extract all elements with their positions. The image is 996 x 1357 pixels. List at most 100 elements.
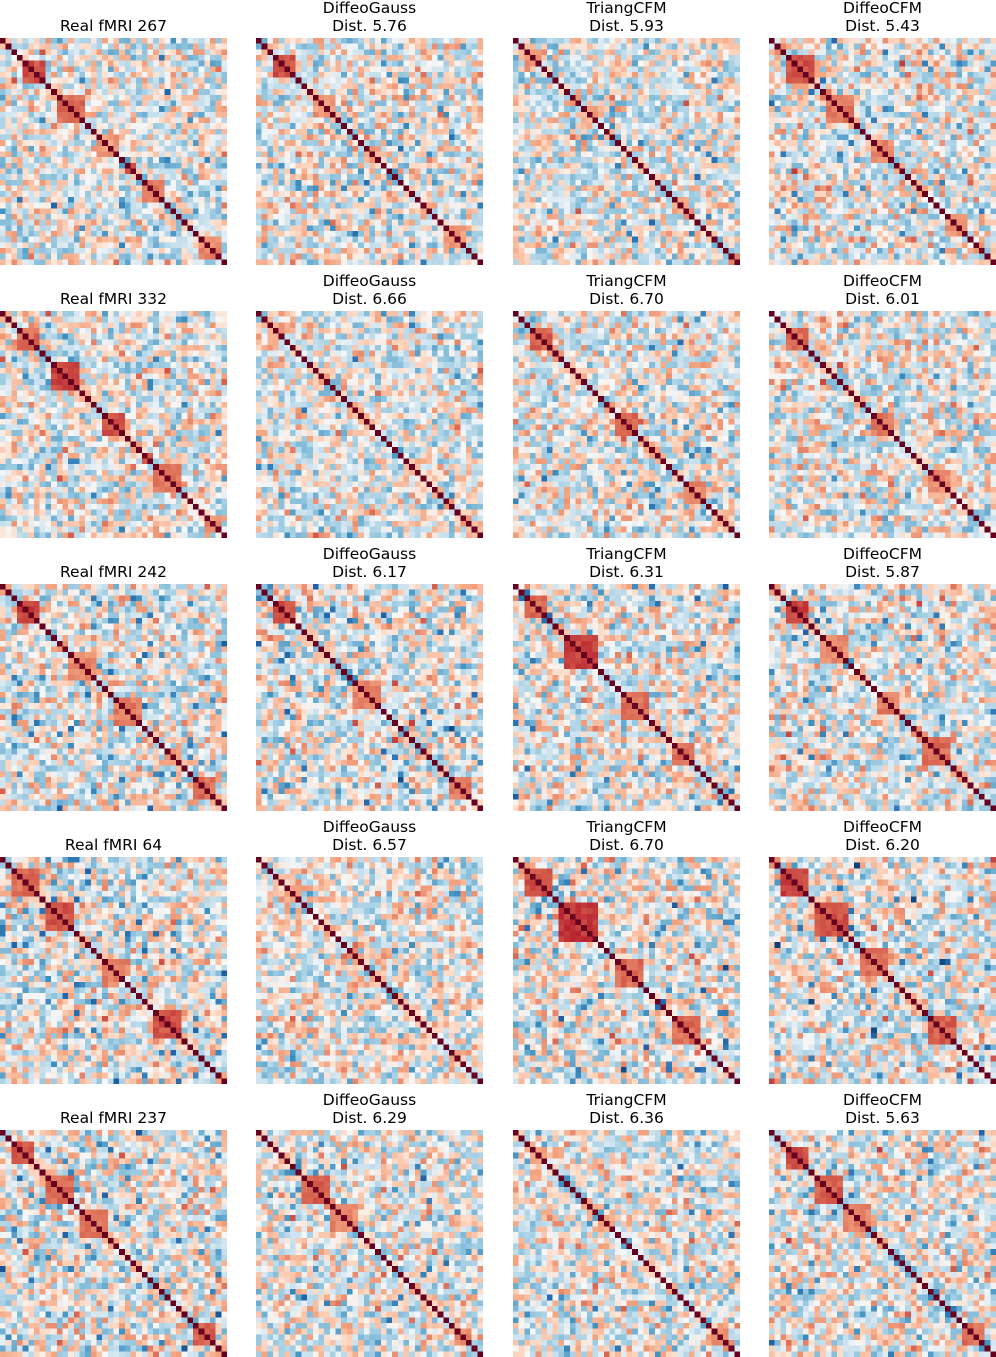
heatmap-cell — [341, 49, 348, 56]
heatmap-cell — [307, 151, 314, 158]
heatmap-cell — [632, 179, 639, 186]
heatmap-cell — [677, 106, 684, 113]
heatmap-cell — [705, 202, 713, 209]
heatmap-cell — [56, 77, 63, 84]
heatmap-cell — [221, 196, 227, 203]
heatmap-cell — [307, 94, 314, 101]
heatmap-cell — [598, 151, 605, 158]
heatmap-cell — [397, 72, 404, 79]
heatmap-cell — [198, 236, 205, 243]
heatmap-cell — [552, 185, 559, 192]
heatmap-cell — [102, 162, 109, 169]
heatmap-cell — [409, 117, 416, 124]
heatmap-cell — [454, 106, 461, 113]
heatmap-cell — [683, 191, 690, 198]
heatmap-cell — [586, 66, 593, 73]
heatmap-cell — [329, 225, 336, 232]
heatmap-cell — [454, 179, 461, 186]
heatmap-cell — [899, 38, 906, 45]
heatmap-cell — [683, 179, 690, 186]
heatmap-cell — [147, 111, 154, 118]
heatmap-cell — [397, 247, 404, 255]
heatmap-cell — [581, 202, 588, 209]
heatmap-cell — [28, 83, 35, 90]
heatmap-cell — [341, 117, 348, 124]
heatmap-cell — [51, 89, 58, 96]
heatmap-cell — [564, 43, 571, 50]
heatmap-cell — [666, 236, 673, 243]
heatmap-cell — [56, 247, 63, 255]
heatmap-cell — [603, 168, 610, 175]
heatmap-cell — [558, 225, 565, 232]
heatmap-cell — [215, 123, 222, 130]
heatmap-cell — [443, 72, 450, 79]
heatmap-cell — [448, 100, 456, 107]
heatmap-cell — [34, 55, 41, 62]
heatmap-cell — [358, 89, 365, 96]
heatmap-cell — [73, 89, 80, 96]
heatmap-cell — [73, 247, 80, 255]
heatmap-cell — [324, 213, 331, 220]
heatmap-cell — [518, 213, 525, 220]
heatmap-cell — [598, 38, 605, 45]
heatmap-cell — [153, 157, 160, 164]
heatmap-cell — [17, 106, 24, 113]
heatmap-cell — [346, 236, 353, 243]
heatmap-cell — [45, 49, 52, 56]
heatmap-cell — [705, 208, 713, 215]
heatmap-cell — [615, 213, 622, 220]
heatmap-cell — [386, 242, 393, 249]
heatmap-cell — [22, 253, 29, 260]
heatmap-cell — [581, 236, 588, 243]
heatmap-cell — [443, 259, 450, 265]
heatmap-cell — [569, 213, 576, 220]
heatmap-cell — [552, 43, 559, 50]
heatmap-cell — [147, 213, 154, 220]
heatmap-cell — [888, 60, 895, 67]
heatmap-cell — [409, 179, 416, 186]
heatmap-cell — [68, 66, 75, 73]
heatmap-cell — [192, 179, 200, 186]
heatmap-cell — [666, 230, 673, 238]
heatmap-cell — [85, 230, 92, 238]
heatmap-cell — [318, 174, 325, 181]
heatmap-cell — [518, 94, 525, 101]
heatmap-cell — [39, 94, 46, 101]
heatmap-cell — [170, 168, 177, 175]
heatmap-cell — [215, 162, 222, 169]
heatmap-cell — [318, 72, 325, 79]
heatmap-cell — [164, 168, 171, 175]
heatmap-cell — [471, 111, 478, 118]
heatmap-cell — [530, 202, 537, 209]
heatmap-cell — [569, 72, 576, 79]
heatmap-cell — [278, 134, 285, 141]
heatmap-cell — [643, 38, 650, 45]
heatmap-cell — [403, 55, 410, 62]
heatmap-cell — [541, 83, 548, 90]
heatmap-cell — [448, 43, 456, 50]
heatmap-cell — [524, 106, 531, 113]
heatmap-cell — [34, 72, 41, 79]
heatmap-cell — [90, 66, 97, 73]
heatmap-cell — [380, 83, 387, 90]
heatmap-cell — [694, 123, 701, 130]
heatmap-cell — [586, 145, 593, 152]
heatmap-cell — [632, 60, 639, 67]
heatmap-cell — [90, 55, 97, 62]
heatmap-cell — [564, 225, 571, 232]
heatmap-cell — [437, 77, 444, 84]
heatmap-cell — [403, 225, 410, 232]
heatmap-cell — [51, 83, 58, 90]
heatmap-cell — [181, 191, 188, 198]
heatmap-cell — [671, 60, 678, 67]
heatmap-cell — [352, 140, 359, 147]
heatmap-cell — [209, 179, 217, 186]
heatmap-cell — [85, 106, 92, 113]
heatmap-cell — [369, 225, 376, 232]
heatmap-cell — [22, 123, 29, 130]
heatmap-cell — [666, 196, 673, 203]
heatmap-cell — [192, 247, 200, 255]
heatmap-cell — [324, 55, 331, 62]
heatmap-cell — [221, 83, 227, 90]
heatmap-cell — [267, 191, 274, 198]
